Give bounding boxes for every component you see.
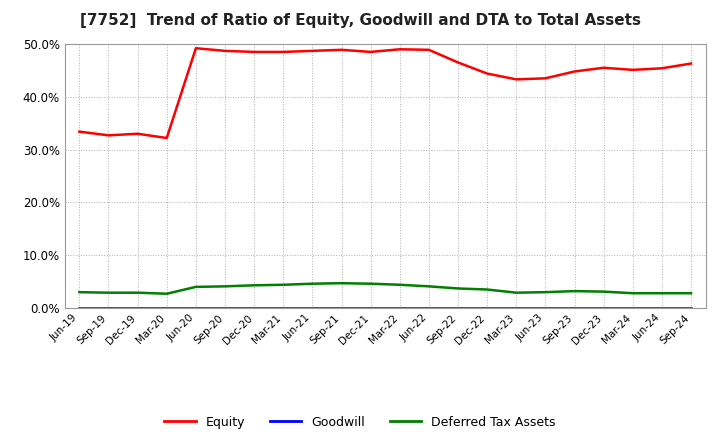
- Equity: [279, 49, 287, 55]
- Deferred Tax Assets: [687, 290, 696, 296]
- Deferred Tax Assets: [192, 284, 200, 290]
- Equity: [220, 48, 229, 54]
- Equity: [104, 133, 113, 138]
- Deferred Tax Assets: [541, 290, 550, 295]
- Deferred Tax Assets: [570, 289, 579, 294]
- Equity: [425, 47, 433, 52]
- Deferred Tax Assets: [512, 290, 521, 295]
- Goodwill: [104, 305, 113, 311]
- Deferred Tax Assets: [395, 282, 404, 287]
- Equity: [541, 76, 550, 81]
- Equity: [75, 129, 84, 134]
- Equity: [308, 48, 317, 54]
- Goodwill: [425, 305, 433, 311]
- Goodwill: [657, 305, 666, 311]
- Equity: [570, 69, 579, 74]
- Goodwill: [599, 305, 608, 311]
- Line: Deferred Tax Assets: Deferred Tax Assets: [79, 283, 691, 294]
- Goodwill: [337, 305, 346, 311]
- Goodwill: [541, 305, 550, 311]
- Deferred Tax Assets: [599, 289, 608, 294]
- Deferred Tax Assets: [454, 286, 462, 291]
- Goodwill: [279, 305, 287, 311]
- Goodwill: [687, 305, 696, 311]
- Deferred Tax Assets: [366, 281, 375, 286]
- Goodwill: [366, 305, 375, 311]
- Text: [7752]  Trend of Ratio of Equity, Goodwill and DTA to Total Assets: [7752] Trend of Ratio of Equity, Goodwil…: [79, 13, 641, 28]
- Equity: [366, 49, 375, 55]
- Deferred Tax Assets: [104, 290, 113, 295]
- Goodwill: [220, 305, 229, 311]
- Goodwill: [629, 305, 637, 311]
- Deferred Tax Assets: [337, 281, 346, 286]
- Deferred Tax Assets: [220, 284, 229, 289]
- Deferred Tax Assets: [279, 282, 287, 287]
- Equity: [337, 47, 346, 52]
- Deferred Tax Assets: [629, 290, 637, 296]
- Equity: [483, 71, 492, 76]
- Deferred Tax Assets: [483, 287, 492, 292]
- Equity: [512, 77, 521, 82]
- Equity: [629, 67, 637, 73]
- Equity: [395, 47, 404, 52]
- Equity: [687, 61, 696, 66]
- Goodwill: [570, 305, 579, 311]
- Line: Equity: Equity: [79, 48, 691, 138]
- Equity: [192, 46, 200, 51]
- Equity: [657, 66, 666, 71]
- Goodwill: [163, 305, 171, 311]
- Deferred Tax Assets: [163, 291, 171, 297]
- Goodwill: [133, 305, 142, 311]
- Goodwill: [250, 305, 258, 311]
- Equity: [250, 49, 258, 55]
- Legend: Equity, Goodwill, Deferred Tax Assets: Equity, Goodwill, Deferred Tax Assets: [159, 411, 561, 434]
- Equity: [599, 65, 608, 70]
- Goodwill: [308, 305, 317, 311]
- Deferred Tax Assets: [657, 290, 666, 296]
- Deferred Tax Assets: [133, 290, 142, 295]
- Goodwill: [75, 305, 84, 311]
- Goodwill: [454, 305, 462, 311]
- Goodwill: [395, 305, 404, 311]
- Equity: [133, 131, 142, 136]
- Deferred Tax Assets: [75, 290, 84, 295]
- Equity: [163, 136, 171, 141]
- Goodwill: [512, 305, 521, 311]
- Deferred Tax Assets: [250, 282, 258, 288]
- Goodwill: [483, 305, 492, 311]
- Equity: [454, 60, 462, 65]
- Goodwill: [192, 305, 200, 311]
- Deferred Tax Assets: [308, 281, 317, 286]
- Deferred Tax Assets: [425, 284, 433, 289]
